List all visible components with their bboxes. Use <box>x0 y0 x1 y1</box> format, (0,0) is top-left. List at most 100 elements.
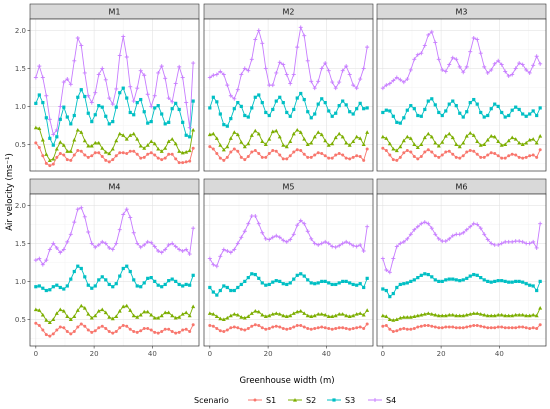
data-point <box>402 282 406 286</box>
data-point <box>486 326 490 330</box>
y-tick-label: 1.0 <box>15 278 26 286</box>
data-point <box>412 327 416 331</box>
data-point <box>173 141 178 146</box>
data-point <box>89 241 94 246</box>
data-point <box>62 287 66 291</box>
data-point <box>451 277 455 281</box>
data-point <box>479 324 483 328</box>
data-point <box>274 128 279 133</box>
data-point <box>145 92 150 97</box>
data-point <box>69 158 73 162</box>
data-point <box>152 244 157 249</box>
data-point <box>337 243 342 248</box>
data-point <box>207 256 212 261</box>
panel-m5: M5 0 20 40 <box>203 178 374 358</box>
data-point <box>138 68 143 73</box>
data-point <box>86 143 91 148</box>
data-point <box>260 326 264 330</box>
data-point <box>235 87 240 92</box>
data-point <box>93 113 97 117</box>
data-point <box>264 327 268 331</box>
data-point <box>100 275 104 279</box>
data-point <box>358 155 362 159</box>
data-point <box>75 207 80 212</box>
data-point <box>177 247 182 252</box>
data-point <box>239 140 244 144</box>
data-point <box>135 86 140 91</box>
series-s3 <box>34 86 195 147</box>
legend-label: S4 <box>386 396 396 405</box>
data-point <box>55 155 59 159</box>
data-point <box>361 312 366 317</box>
data-point <box>65 149 70 153</box>
panel-border <box>29 18 200 172</box>
data-point <box>489 280 493 284</box>
data-point <box>461 115 465 119</box>
data-point <box>160 330 164 334</box>
data-point <box>139 156 143 160</box>
data-point <box>464 134 469 138</box>
data-point <box>401 315 406 319</box>
data-point <box>114 330 118 334</box>
series-line <box>209 92 368 127</box>
legend-label: S2 <box>306 396 316 405</box>
data-point <box>249 214 254 219</box>
data-point <box>111 158 115 162</box>
data-point <box>246 115 250 119</box>
data-point <box>37 145 41 149</box>
data-point <box>170 152 174 156</box>
data-point <box>256 131 261 136</box>
data-point <box>381 146 385 150</box>
data-point <box>528 283 532 287</box>
y-tick-label: 0.5 <box>15 316 26 324</box>
data-point <box>323 279 327 283</box>
data-point <box>221 72 226 77</box>
data-point <box>534 313 539 318</box>
data-point <box>72 330 76 334</box>
data-point <box>207 311 212 315</box>
data-point <box>334 282 338 287</box>
data-point <box>72 153 76 157</box>
data-point <box>458 111 462 115</box>
data-point <box>464 312 469 317</box>
data-point <box>281 101 285 105</box>
data-point <box>76 264 80 268</box>
data-point <box>191 226 196 231</box>
data-point <box>387 81 392 86</box>
data-point <box>97 104 101 108</box>
data-point <box>468 101 472 105</box>
data-point <box>514 105 518 109</box>
series-line <box>35 142 194 167</box>
data-point <box>89 100 94 105</box>
data-point <box>174 157 178 161</box>
data-point <box>316 312 321 316</box>
data-point <box>142 146 147 150</box>
data-point <box>128 269 132 274</box>
data-point <box>475 139 480 143</box>
data-point <box>503 142 508 146</box>
data-point <box>121 304 126 309</box>
data-point <box>128 327 132 331</box>
data-point <box>482 278 486 282</box>
data-point <box>292 277 296 281</box>
data-point <box>348 281 352 285</box>
data-point <box>107 122 111 126</box>
data-point <box>358 282 362 286</box>
data-point <box>41 286 45 290</box>
data-point <box>531 239 536 244</box>
data-point <box>232 247 237 252</box>
data-point <box>34 285 38 289</box>
data-point <box>37 126 42 131</box>
data-point <box>246 68 251 73</box>
data-point <box>326 241 331 246</box>
data-point <box>142 242 147 247</box>
data-point <box>218 156 222 160</box>
data-point <box>278 95 282 99</box>
data-point <box>267 327 271 331</box>
data-point <box>229 326 233 330</box>
data-point <box>97 326 101 330</box>
data-point <box>524 313 529 318</box>
panel-border <box>376 193 547 347</box>
data-point <box>159 64 164 69</box>
data-point <box>535 113 539 118</box>
